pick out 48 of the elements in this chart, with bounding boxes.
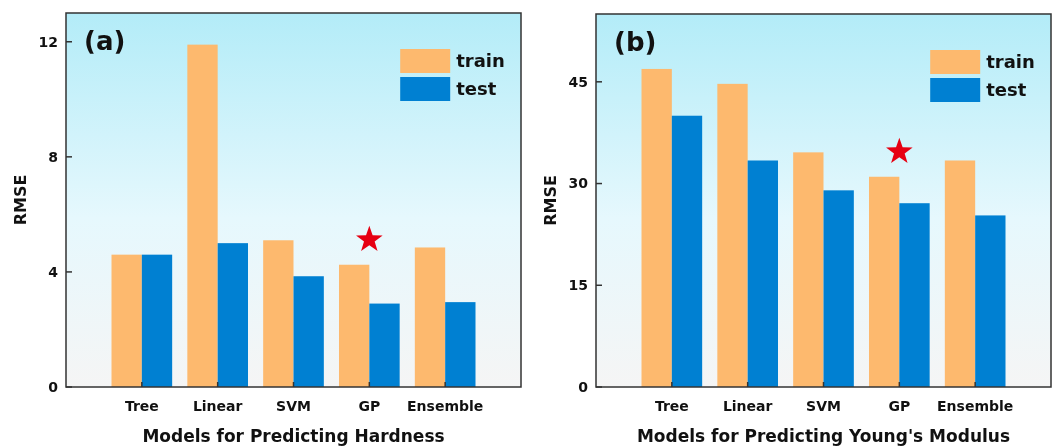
x-axis-title: Models for Predicting Hardness [142,426,445,446]
bar [793,152,824,387]
bar [747,160,778,387]
bar [339,264,370,387]
bar [869,176,900,387]
x-axis-title: Models for Predicting Young's Modulus [636,426,1011,446]
bar [899,203,930,387]
bar [187,44,218,387]
x-tick-label: Linear [722,398,773,414]
bar [717,83,748,387]
y-tick-label: 30 [568,175,589,192]
bar [263,240,294,387]
y-tick-label: 0 [48,378,59,395]
x-tick-label: Ensemble [937,398,1014,414]
x-tick-label: GP [358,398,381,414]
x-tick-label: GP [888,398,911,414]
x-tick-label: SVM [276,398,311,414]
bar [445,302,476,387]
x-tick-label: Tree [124,398,159,414]
y-tick-label: 12 [38,33,58,50]
bar [111,254,142,387]
text: (b) [614,27,657,57]
legend-label: test [986,79,1027,101]
bar [414,247,446,387]
y-axis-title: RMSE [541,175,560,226]
y-tick-label: 0 [578,378,589,395]
bar [217,243,248,387]
legend-label: train [456,50,505,72]
bar [944,160,976,387]
bar [671,115,703,387]
legend-label: train [986,51,1035,73]
bar [975,215,1006,387]
y-tick-label: 15 [568,277,588,294]
legend-label: test [456,78,497,100]
x-tick-label: Linear [192,398,243,414]
bar [141,254,173,387]
bar [293,276,324,387]
x-tick-label: Tree [654,398,689,414]
y-tick-label: 8 [48,148,58,165]
bar [823,190,854,387]
bar [369,303,400,387]
y-axis-title: RMSE [11,174,30,226]
y-tick-label: 45 [568,73,588,90]
y-tick-label: 4 [48,263,59,280]
text: (a) [84,26,126,56]
x-tick-label: SVM [806,398,841,414]
x-tick-label: Ensemble [407,398,484,414]
bar [641,68,672,387]
